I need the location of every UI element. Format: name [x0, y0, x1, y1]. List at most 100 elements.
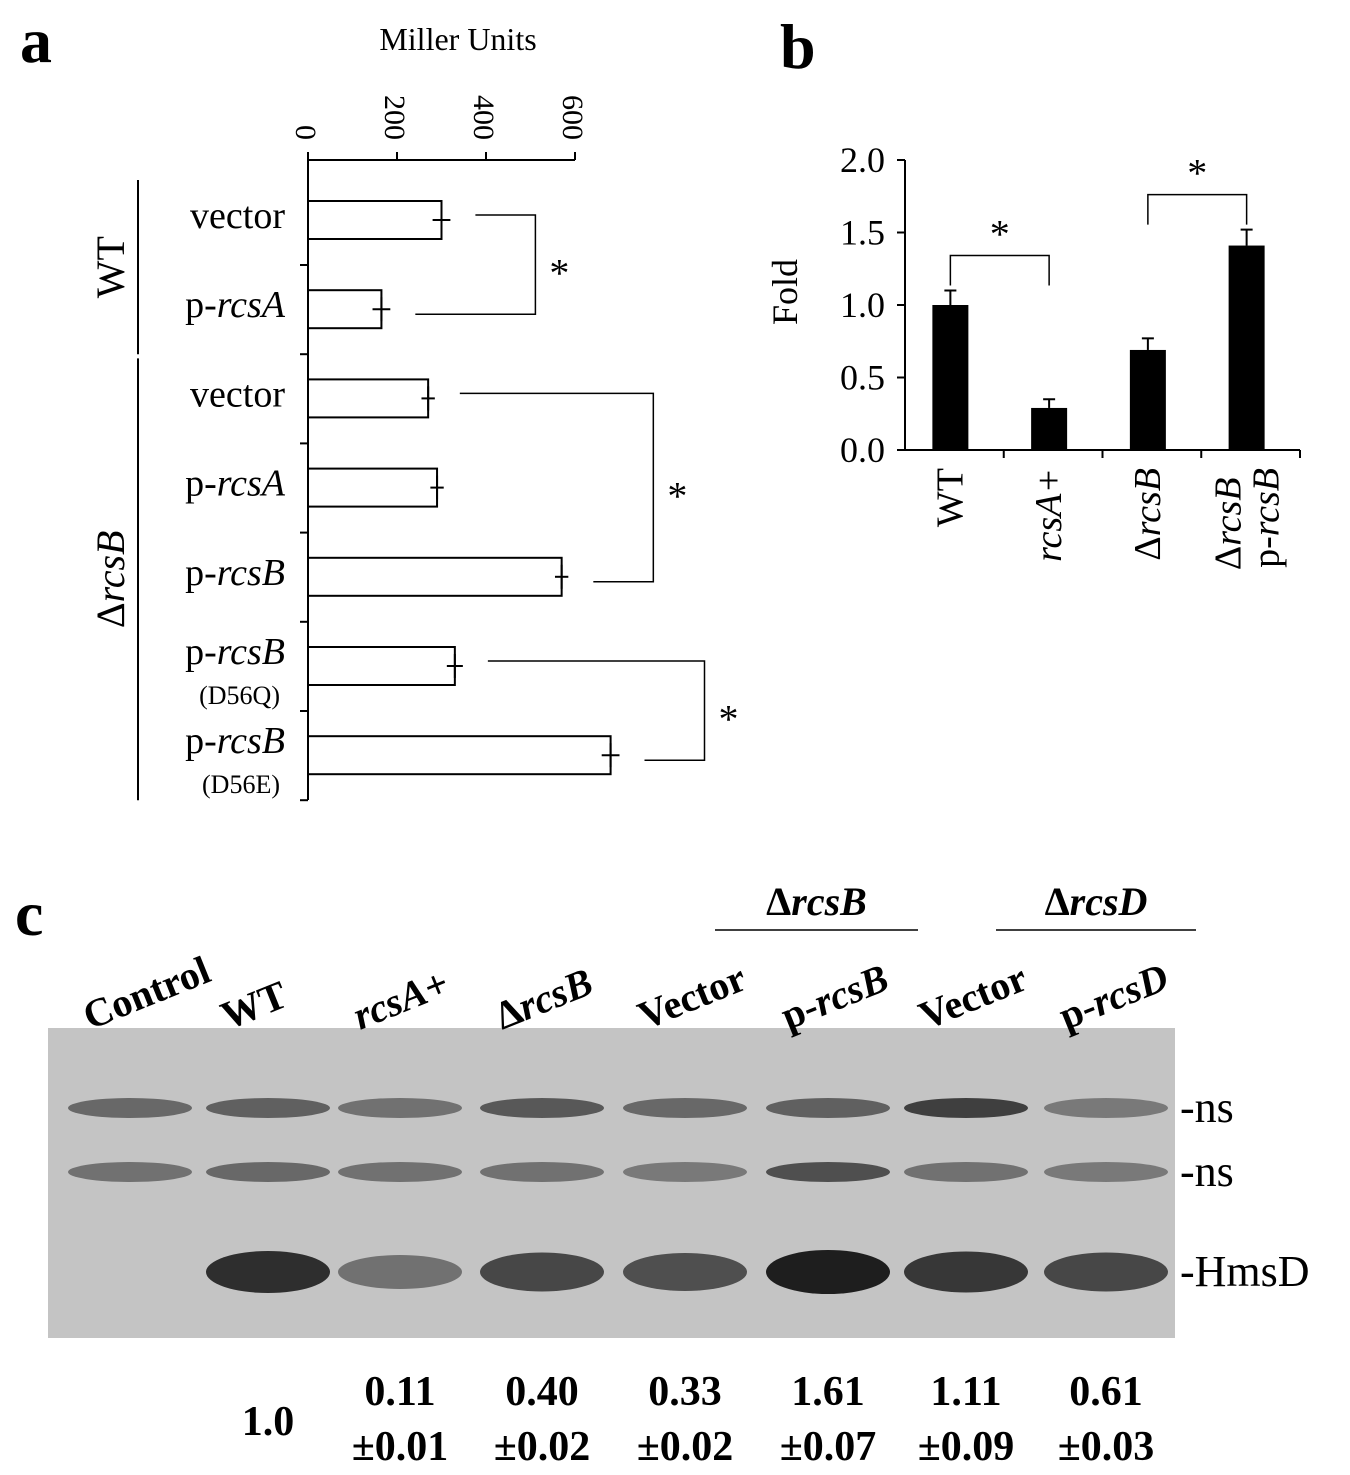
lane-label: Vector — [913, 955, 1034, 1039]
bar — [1129, 349, 1166, 450]
x-tick-label: ΔrcsB — [1127, 468, 1169, 561]
y-tick-label: p-rcsB — [185, 631, 285, 673]
significance-bracket — [415, 214, 537, 315]
blot-band — [338, 1162, 462, 1182]
y-tick-label: vector — [190, 373, 285, 415]
significance-label: * — [990, 212, 1010, 257]
panel-letter: b — [780, 11, 816, 82]
lane-label: Control — [77, 947, 217, 1038]
significance-label: * — [549, 251, 569, 296]
blot-image — [48, 1028, 1175, 1338]
blot-band — [766, 1250, 890, 1294]
bar — [932, 305, 969, 450]
significance-label: * — [667, 474, 687, 519]
blot-band — [480, 1252, 604, 1292]
blot-band — [480, 1162, 604, 1182]
quantification: 1.0 — [242, 1399, 295, 1445]
significance-bracket — [949, 254, 1050, 286]
bar — [307, 289, 383, 330]
y-tick-label: 1.5 — [840, 213, 885, 253]
x-tick-label: 600 — [556, 95, 589, 140]
quantification: ±0.02 — [494, 1424, 591, 1470]
blot-band — [206, 1251, 330, 1293]
blot-band — [1044, 1252, 1168, 1292]
blot-band — [623, 1098, 747, 1118]
y-tick-label: 1.0 — [840, 285, 885, 325]
group-label: ΔrcsB — [88, 531, 133, 629]
blot-band — [68, 1162, 192, 1182]
panel-letter: c — [15, 878, 43, 949]
significance-bracket — [1147, 193, 1248, 225]
y-tick-label: p-rcsB — [185, 720, 285, 762]
lane-label: Vector — [632, 955, 753, 1039]
blot-band — [1044, 1162, 1168, 1182]
y-axis-label: Fold — [765, 259, 805, 325]
x-axis-label: Miller Units — [379, 21, 536, 57]
bar — [307, 556, 563, 597]
blot-band — [1044, 1098, 1168, 1118]
blot-band — [206, 1162, 330, 1182]
y-tick-label: 0.0 — [840, 430, 885, 470]
blot-band — [904, 1098, 1028, 1118]
blot-band — [206, 1098, 330, 1118]
lane-label: p-rcsB — [775, 955, 895, 1038]
y-tick-label: p-rcsA — [185, 284, 286, 326]
quantification: ±0.02 — [637, 1424, 734, 1470]
quantification: 0.61 — [1069, 1369, 1143, 1415]
blot-band — [766, 1098, 890, 1118]
x-tick-label: 200 — [378, 95, 411, 140]
blot-band — [338, 1098, 462, 1118]
category-note: (D56E) — [202, 770, 280, 799]
x-tick-label: rcsA+ — [1028, 468, 1070, 562]
bar — [1031, 407, 1068, 450]
lane-label: ΔrcsB — [489, 959, 599, 1038]
blot-band — [623, 1162, 747, 1182]
bar — [307, 735, 612, 776]
blot-band — [766, 1162, 890, 1182]
quantification: ±0.03 — [1058, 1424, 1155, 1470]
quantification: ±0.07 — [780, 1424, 877, 1470]
band-label: -ns — [1180, 1083, 1234, 1132]
significance-label: * — [719, 697, 739, 742]
lane-label: rcsA+ — [347, 960, 455, 1039]
blot-band — [338, 1255, 462, 1289]
quantification: 1.61 — [791, 1369, 865, 1415]
blot-band — [904, 1251, 1028, 1293]
significance-label: * — [1187, 151, 1207, 196]
x-tick-label: 400 — [467, 95, 500, 140]
y-tick-label: 0.5 — [840, 358, 885, 398]
group-label: WT — [88, 236, 133, 298]
quantification: 0.33 — [648, 1369, 722, 1415]
bar — [307, 200, 443, 240]
blot-band — [68, 1098, 192, 1118]
group-label: ΔrcsD — [1045, 879, 1148, 924]
blot-band — [904, 1162, 1028, 1182]
quantification: ±0.09 — [918, 1424, 1015, 1470]
lane-label: p-rcsD — [1053, 954, 1175, 1038]
significance-bracket — [459, 392, 655, 583]
y-tick-label: p-rcsB — [185, 552, 285, 594]
quantification: 0.11 — [364, 1369, 435, 1415]
category-note: (D56Q) — [199, 681, 280, 710]
bar — [307, 378, 430, 419]
y-tick-label: vector — [190, 195, 285, 237]
panel-letter: a — [20, 5, 52, 76]
bar — [307, 467, 439, 508]
blot-band — [623, 1253, 747, 1291]
y-tick-label: 2.0 — [840, 140, 885, 180]
quantification: ±0.01 — [352, 1424, 449, 1470]
quantification: 0.40 — [505, 1369, 579, 1415]
group-label: ΔrcsB — [766, 879, 867, 924]
quantification: 1.11 — [930, 1369, 1001, 1415]
x-tick-label: ΔrcsB p-rcsB — [1208, 468, 1288, 570]
blot-band — [480, 1098, 604, 1118]
bar — [307, 646, 456, 686]
x-tick-label: 0 — [289, 125, 322, 140]
x-tick-label: WT — [929, 468, 971, 527]
band-label: -HmsD — [1180, 1247, 1310, 1296]
significance-bracket — [487, 660, 706, 761]
y-tick-label: p-rcsA — [185, 463, 286, 505]
band-label: -ns — [1180, 1147, 1234, 1196]
bar — [1228, 245, 1265, 450]
